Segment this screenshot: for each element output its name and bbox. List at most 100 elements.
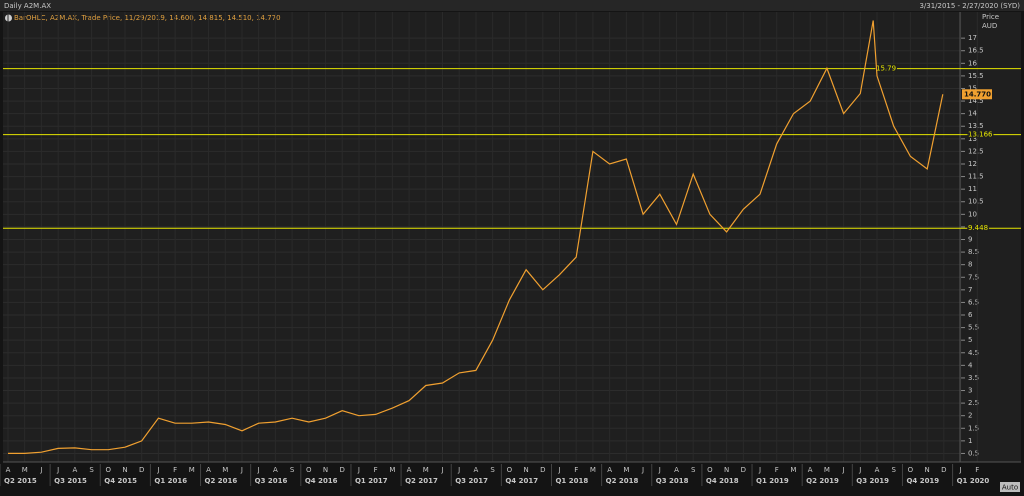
y-tick-label: 1: [968, 437, 972, 445]
y-tick-label: 9: [968, 236, 972, 244]
quarter-label: Q3 2018: [656, 477, 689, 485]
quarter-label: Q3 2017: [455, 477, 488, 485]
y-tick-label: 12: [968, 160, 977, 168]
y-tick-label: 11: [968, 185, 977, 193]
x-tick-label: O: [707, 466, 713, 474]
auto-button-label[interactable]: Auto: [1002, 484, 1018, 492]
reference-label: 13.166: [968, 131, 993, 139]
chart-title: Daily A2M.AX: [4, 2, 51, 10]
quarter-label: Q4 2017: [505, 477, 538, 485]
x-tick-label: S: [892, 466, 897, 474]
x-tick-label: F: [173, 466, 177, 474]
auto-button[interactable]: [1000, 482, 1020, 492]
x-tick-label: F: [775, 466, 779, 474]
quarter-label: Q2 2016: [205, 477, 238, 485]
x-tick-label: J: [440, 466, 443, 474]
x-tick-label: A: [206, 466, 211, 474]
x-tick-label: J: [758, 466, 761, 474]
x-tick-label: M: [590, 466, 596, 474]
x-tick-label: F: [975, 466, 979, 474]
x-tick-label: S: [691, 466, 696, 474]
last-price-box: [962, 89, 992, 100]
x-tick-label: J: [557, 466, 560, 474]
x-tick-label: J: [641, 466, 644, 474]
y-tick-label: 0.5: [968, 449, 979, 457]
y-tick-label: 16: [968, 59, 977, 67]
x-tick-label: D: [139, 466, 144, 474]
quarter-label: Q3 2019: [856, 477, 889, 485]
x-tick-label: N: [323, 466, 328, 474]
last-price-label: 14.770: [964, 90, 991, 98]
reference-label: 9.448: [968, 224, 988, 232]
x-tick-label: J: [457, 466, 460, 474]
x-tick-label: N: [122, 466, 127, 474]
x-tick-label: N: [925, 466, 930, 474]
y-tick-label: 8: [968, 261, 972, 269]
y-tick-label: 6: [968, 311, 973, 319]
x-tick-label: D: [941, 466, 946, 474]
y-tick-label: 13: [968, 135, 977, 143]
y-tick-label: 12.5: [968, 147, 984, 155]
x-tick-label: F: [574, 466, 578, 474]
y-tick-label: 7: [968, 286, 972, 294]
x-tick-label: S: [89, 466, 94, 474]
x-tick-label: A: [72, 466, 77, 474]
x-tick-label: D: [540, 466, 545, 474]
quarter-label: Q3 2016: [255, 477, 288, 485]
x-tick-label: D: [741, 466, 746, 474]
quarter-label: Q4 2018: [706, 477, 739, 485]
x-tick-label: A: [674, 466, 679, 474]
y-tick-label: 9.5: [968, 223, 979, 231]
y-tick-label: 15.5: [968, 72, 984, 80]
y-tick-label: 16.5: [968, 47, 984, 55]
x-tick-label: M: [222, 466, 228, 474]
x-tick-label: N: [523, 466, 528, 474]
quarter-label: Q2 2015: [4, 477, 37, 485]
legend-text: BarOHLC, A2M.AX, Trade Price, 11/29/2019…: [14, 14, 281, 22]
x-tick-label: A: [607, 466, 612, 474]
x-tick-label: J: [842, 466, 845, 474]
y-tick-label: 2.5: [968, 399, 979, 407]
x-tick-label: A: [273, 466, 278, 474]
x-tick-label: J: [658, 466, 661, 474]
x-tick-label: F: [374, 466, 378, 474]
y-tick-label: 5: [968, 336, 972, 344]
plot-area: [3, 12, 1021, 462]
y-tick-label: 10: [968, 210, 977, 218]
y-tick-label: 4: [968, 361, 973, 369]
x-tick-label: M: [189, 466, 195, 474]
x-tick-label: J: [240, 466, 243, 474]
x-tick-label: S: [290, 466, 295, 474]
y-tick-label: 6.5: [968, 298, 979, 306]
quarter-label: Q4 2016: [305, 477, 338, 485]
x-tick-label: J: [257, 466, 260, 474]
x-tick-label: O: [306, 466, 312, 474]
x-tick-label: O: [106, 466, 112, 474]
x-tick-label: J: [39, 466, 42, 474]
y-tick-label: 7.5: [968, 273, 979, 281]
quarter-label: Q2 2019: [806, 477, 839, 485]
y-tick-label: 3: [968, 387, 972, 395]
x-tick-label: M: [22, 466, 28, 474]
x-tick-label: A: [474, 466, 479, 474]
y-tick-label: 1.5: [968, 424, 979, 432]
y-tick-label: 17: [968, 34, 977, 42]
quarter-label: Q1 2016: [154, 477, 187, 485]
price-line: [8, 20, 944, 454]
y-tick-label: 13.5: [968, 122, 984, 130]
quarter-label: Q3 2015: [54, 477, 87, 485]
y-tick-label: 11.5: [968, 173, 984, 181]
title-bar: [0, 0, 1024, 11]
y-tick-label: 15: [968, 84, 977, 92]
x-tick-label: J: [357, 466, 360, 474]
x-tick-label: A: [808, 466, 813, 474]
y-tick-label: 10.5: [968, 198, 984, 206]
x-tick-label: J: [959, 466, 962, 474]
x-tick-label: M: [790, 466, 796, 474]
quarter-label: Q4 2015: [104, 477, 137, 485]
x-tick-label: J: [156, 466, 159, 474]
x-tick-label: J: [858, 466, 861, 474]
y-axis-title: AUD: [982, 22, 997, 30]
y-tick-label: 14.5: [968, 97, 984, 105]
quarter-label: Q2 2017: [405, 477, 438, 485]
